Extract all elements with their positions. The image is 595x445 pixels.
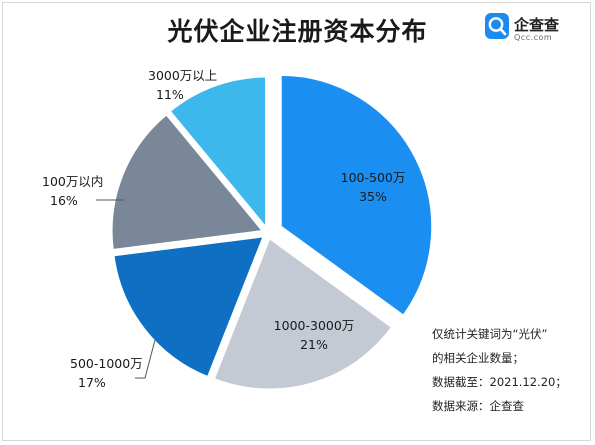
chart-title: 光伏企业注册资本分布 bbox=[167, 17, 428, 46]
slice-label: 3000万以上 bbox=[148, 68, 217, 83]
brand-logo: 企查查 Qcc.com bbox=[484, 12, 594, 46]
footnote: 仅统计关键词为“光伏” 的相关企业数量； 数据截至：2021.12.20； 数据… bbox=[432, 322, 592, 418]
slice-percent: 16% bbox=[50, 193, 78, 208]
slice-percent: 21% bbox=[300, 337, 328, 352]
pie-slice bbox=[111, 234, 266, 380]
pie-slice bbox=[211, 235, 395, 392]
pie-slice bbox=[110, 112, 266, 252]
slice-percent: 11% bbox=[156, 87, 184, 102]
leader-line bbox=[135, 339, 156, 379]
slice-percent: 17% bbox=[78, 375, 106, 390]
slice-label: 100-500万 bbox=[341, 170, 406, 185]
slice-labels: 100-500万 35% 1000-3000万 21% 500-1000万 17% 100万… bbox=[42, 68, 405, 390]
footnote-line: 数据截至：2021.12.20； bbox=[432, 375, 567, 389]
qcc-search-logo-icon bbox=[485, 13, 509, 39]
slice-label: 1000-3000万 bbox=[274, 318, 355, 333]
logo-subtext: Qcc.com bbox=[514, 33, 553, 42]
slice-label: 500-1000万 bbox=[70, 356, 143, 371]
slice-percent: 35% bbox=[359, 189, 387, 204]
footnote-line: 的相关企业数量； bbox=[432, 351, 524, 365]
chart-frame bbox=[2, 2, 591, 441]
pie-slice bbox=[279, 73, 434, 318]
logo-name: 企查查 bbox=[514, 16, 560, 34]
pie-slices bbox=[110, 73, 434, 392]
slice-label: 100万以内 bbox=[42, 174, 103, 189]
footnote-line: 仅统计关键词为“光伏” bbox=[432, 327, 548, 341]
footnote-line: 数据来源：企查查 bbox=[432, 399, 524, 413]
pie-slice bbox=[167, 75, 268, 232]
label-leader-lines bbox=[96, 199, 156, 379]
